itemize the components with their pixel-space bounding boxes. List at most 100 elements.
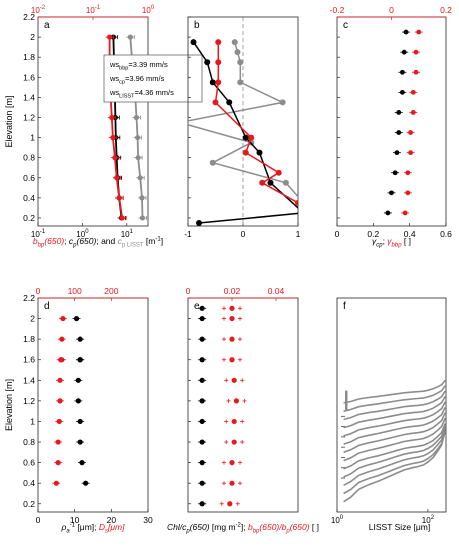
point-b-gray [209, 159, 216, 166]
point-e-red [231, 439, 237, 445]
point-e-black [199, 501, 205, 507]
x-top-tick-label: 0.2 [440, 5, 452, 15]
y-tick-label: 1.2 [23, 112, 35, 122]
point-c-red [413, 69, 419, 75]
x-top-tick-label: 0 [389, 5, 394, 15]
x-top-tick-label: 0 [186, 286, 191, 296]
lisst-size-distribution-curve [343, 430, 446, 495]
x-tick-label: 0.6 [440, 229, 452, 239]
point-a-red [116, 195, 122, 201]
y-tick-label: 1.8 [23, 334, 35, 344]
point-a-gray [127, 34, 133, 40]
x-tick-label: 100 [76, 229, 89, 239]
y-tick-label: 1 [30, 133, 35, 143]
point-d-black [83, 480, 89, 486]
point-e-black [199, 418, 205, 425]
y-tick-label: 0.4 [23, 193, 35, 203]
y-tick-label: 0.6 [23, 173, 35, 183]
point-b-black [242, 134, 249, 141]
lisst-size-distribution-curve [343, 430, 446, 503]
point-e-red [231, 377, 237, 383]
point-b-gray [279, 99, 286, 106]
panel-c-label: c [343, 20, 348, 31]
point-d-red [60, 315, 66, 322]
point-c-red [416, 29, 422, 35]
x-tick-label: 10 [70, 515, 80, 525]
point-a-gray [135, 134, 141, 141]
y-tick-label: 0.8 [23, 437, 35, 447]
x-top-tick-label: 0.04 [268, 286, 285, 296]
point-b-red [259, 179, 266, 186]
point-d-red [59, 357, 65, 363]
panel-d-label: d [44, 301, 50, 312]
panel-d-xlabel: ρa​-1​ [μm]; Ds​[μm] [61, 522, 126, 535]
lisst-size-distribution-curve [343, 385, 446, 412]
x-tick-label: 101 [121, 229, 134, 239]
panel-c-xlabel: γcp​; γbbp​ [ ] [372, 236, 411, 249]
panel-b-plot [177, 39, 307, 226]
point-d-black [79, 460, 85, 466]
y-tick-label: 0.6 [23, 458, 35, 468]
point-d-black [77, 357, 83, 363]
point-e-black [199, 439, 205, 445]
panel-e-label: e [194, 301, 200, 312]
point-d-red [59, 336, 65, 342]
point-b-black [209, 79, 216, 86]
point-b-gray [301, 200, 307, 206]
x-top-tick-label: 100 [142, 5, 155, 15]
lisst-size-distribution-curve [343, 423, 446, 470]
point-e-red [227, 501, 233, 507]
point-b-red [212, 99, 219, 106]
point-e-red [231, 418, 237, 425]
point-a-red [112, 155, 118, 161]
lisst-size-distribution-curve [343, 412, 446, 454]
point-c-black [396, 130, 402, 135]
point-c-black [392, 170, 398, 176]
scale-bar [345, 390, 348, 412]
point-e-red [229, 315, 235, 322]
point-e-black [199, 460, 205, 466]
point-c-red [410, 89, 416, 95]
point-c-black [401, 49, 407, 55]
point-d-red [55, 439, 61, 445]
y-tick-label: 1.4 [23, 375, 35, 385]
point-a-red [119, 215, 125, 221]
point-b-gray [282, 179, 289, 186]
panel-f-frame [336, 297, 447, 513]
point-e-black [199, 315, 205, 322]
point-c-red [402, 210, 408, 216]
point-b-red [215, 79, 222, 86]
point-b-gray [177, 120, 183, 126]
panel-f-xlabel: LISST Size [μm] [369, 522, 430, 532]
lisst-size-distribution-curve [343, 390, 446, 421]
y-tick-label: 1.8 [23, 52, 35, 62]
y-tick-label: 1.6 [23, 72, 35, 82]
point-c-red [413, 49, 419, 55]
panel-b-label: b [194, 20, 200, 31]
point-b-gray [237, 59, 244, 66]
x-tick-label: -1 [184, 229, 192, 239]
point-d-red [55, 460, 61, 466]
point-c-black [403, 29, 409, 35]
legend-entry: wsLISST=4.36 mm/s [109, 88, 174, 100]
point-e-red [233, 398, 239, 404]
point-a-red [114, 175, 120, 181]
point-c-black [394, 150, 400, 156]
point-c-red [408, 130, 413, 135]
lisst-size-distribution-curve [343, 428, 446, 487]
point-a-gray [139, 215, 146, 221]
point-b-red [295, 199, 298, 206]
y-tick-label: 2.2 [23, 12, 35, 22]
point-c-red [410, 110, 416, 115]
point-e-black [199, 377, 205, 383]
point-d-black [75, 377, 81, 383]
point-d-red [56, 418, 62, 425]
point-e-red [229, 460, 235, 466]
point-c-red [405, 190, 411, 196]
point-b-red [275, 169, 282, 176]
point-b-red [215, 39, 222, 46]
point-b-black [267, 179, 274, 186]
panel-a-label: a [44, 20, 50, 31]
y-tick-label: 0.2 [23, 213, 35, 223]
